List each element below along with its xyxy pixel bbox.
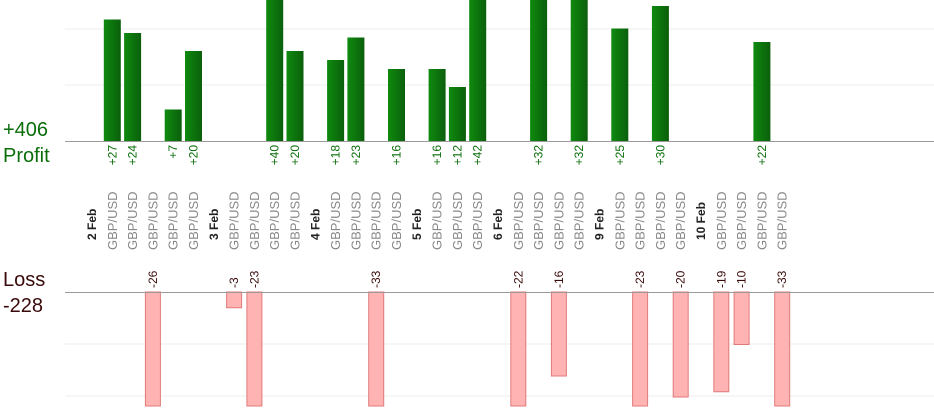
profit-value-label: +40 [268, 145, 282, 166]
pair-label: GBP/USD [714, 191, 729, 250]
profit-bar [124, 33, 142, 141]
date-label: 5 Feb [410, 209, 424, 240]
pair-label: GBP/USD [734, 191, 749, 250]
profit-value-label: +32 [532, 145, 546, 166]
profit-bar [185, 51, 202, 141]
profit-value-label: +18 [329, 145, 343, 166]
pair-label: GBP/USD [186, 191, 201, 250]
profit-value-label: +27 [105, 145, 119, 166]
pair-label: GBP/USD [450, 191, 465, 250]
profit-bar [753, 42, 771, 141]
loss-label: Loss [3, 269, 46, 291]
loss-value-label: -26 [146, 270, 160, 288]
loss-bar [226, 291, 243, 309]
date-label: 2 Feb [85, 209, 99, 240]
pair-label: GBP/USD [531, 191, 546, 250]
loss-bar [672, 291, 689, 398]
pair-label: GBP/USD [775, 191, 790, 250]
profit-bar [266, 0, 284, 141]
pair-label: GBP/USD [348, 191, 363, 250]
profit-value-label: +24 [126, 145, 140, 166]
loss-bar [550, 291, 567, 377]
profit-value-label: +20 [187, 145, 201, 166]
pair-label: GBP/USD [754, 191, 769, 250]
date-label: 6 Feb [491, 209, 505, 240]
pair-label: GBP/USD [267, 191, 282, 250]
profit-value-label: +32 [572, 145, 586, 166]
loss-bar [144, 291, 161, 407]
profit-bar [103, 19, 121, 141]
profit-bar [286, 51, 304, 141]
pair-label: GBP/USD [227, 191, 242, 250]
pair-label: GBP/USD [653, 191, 668, 250]
date-label: 4 Feb [308, 209, 322, 240]
pair-label: GBP/USD [247, 191, 262, 250]
profit-value-label: +22 [755, 145, 769, 166]
profit-bar [388, 69, 405, 141]
profit-bar [469, 0, 487, 141]
pair-label: GBP/USD [145, 191, 160, 250]
loss-total: -228 [3, 295, 44, 317]
loss-bar [733, 291, 750, 345]
profit-bar [570, 0, 588, 141]
profit-bar [327, 60, 345, 141]
profit-value-label: +7 [166, 145, 180, 159]
loss-bar [246, 291, 263, 407]
pair-label: GBP/USD [105, 191, 120, 250]
pair-label: GBP/USD [633, 191, 648, 250]
loss-value-label: -19 [714, 270, 728, 288]
profit-value-label: +42 [471, 145, 485, 166]
loss-bar [632, 291, 649, 407]
loss-value-label: -23 [247, 270, 261, 288]
profit-value-label: +16 [390, 145, 404, 166]
date-label: 3 Feb [207, 209, 221, 240]
profit-bar [530, 0, 548, 141]
profit-bar [428, 69, 446, 141]
pair-label: GBP/USD [470, 191, 485, 250]
date-label: 9 Feb [593, 209, 607, 240]
pair-label: GBP/USD [572, 191, 587, 250]
profit-value-label: +25 [613, 145, 627, 166]
loss-bar [774, 291, 791, 407]
pair-label: GBP/USD [369, 191, 384, 250]
loss-value-label: -16 [552, 270, 566, 288]
pair-label: GBP/USD [511, 191, 526, 250]
date-label: 10 Feb [694, 202, 708, 240]
profit-value-label: +20 [288, 145, 302, 166]
profit-bar [164, 109, 182, 141]
profit-bar [448, 87, 466, 141]
profit-total: +406 [3, 119, 49, 141]
pair-label: GBP/USD [288, 191, 303, 250]
profit-label: Profit [3, 145, 50, 167]
loss-bar [713, 291, 730, 393]
pair-label: GBP/USD [125, 191, 140, 250]
chart-marks: 2 Feb GBP/USD +27 GBP/USD +24 GBP/USD -26 GBP/U… [85, 0, 791, 407]
loss-value-label: -3 [227, 277, 241, 288]
loss-value-label: -20 [674, 270, 688, 288]
pair-label: GBP/USD [551, 191, 566, 250]
pair-label: GBP/USD [612, 191, 627, 250]
loss-value-label: -33 [775, 270, 789, 288]
profit-bar [347, 37, 365, 141]
loss-value-label: -23 [633, 270, 647, 288]
pair-label: GBP/USD [328, 191, 343, 250]
pair-label: GBP/USD [166, 191, 181, 250]
profit-value-label: +23 [349, 145, 363, 166]
profit-bar [651, 6, 669, 141]
loss-value-label: -33 [369, 270, 383, 288]
loss-bar [368, 291, 385, 407]
pair-label: GBP/USD [389, 191, 404, 250]
loss-value-label: -22 [511, 270, 525, 288]
loss-value-label: -10 [735, 270, 749, 288]
pair-label: GBP/USD [430, 191, 445, 250]
profit-value-label: +16 [430, 145, 444, 166]
profit-value-label: +12 [450, 145, 464, 166]
profit-value-label: +30 [653, 145, 667, 166]
profit-bar [611, 28, 629, 141]
loss-bar [510, 291, 527, 407]
pair-label: GBP/USD [673, 191, 688, 250]
